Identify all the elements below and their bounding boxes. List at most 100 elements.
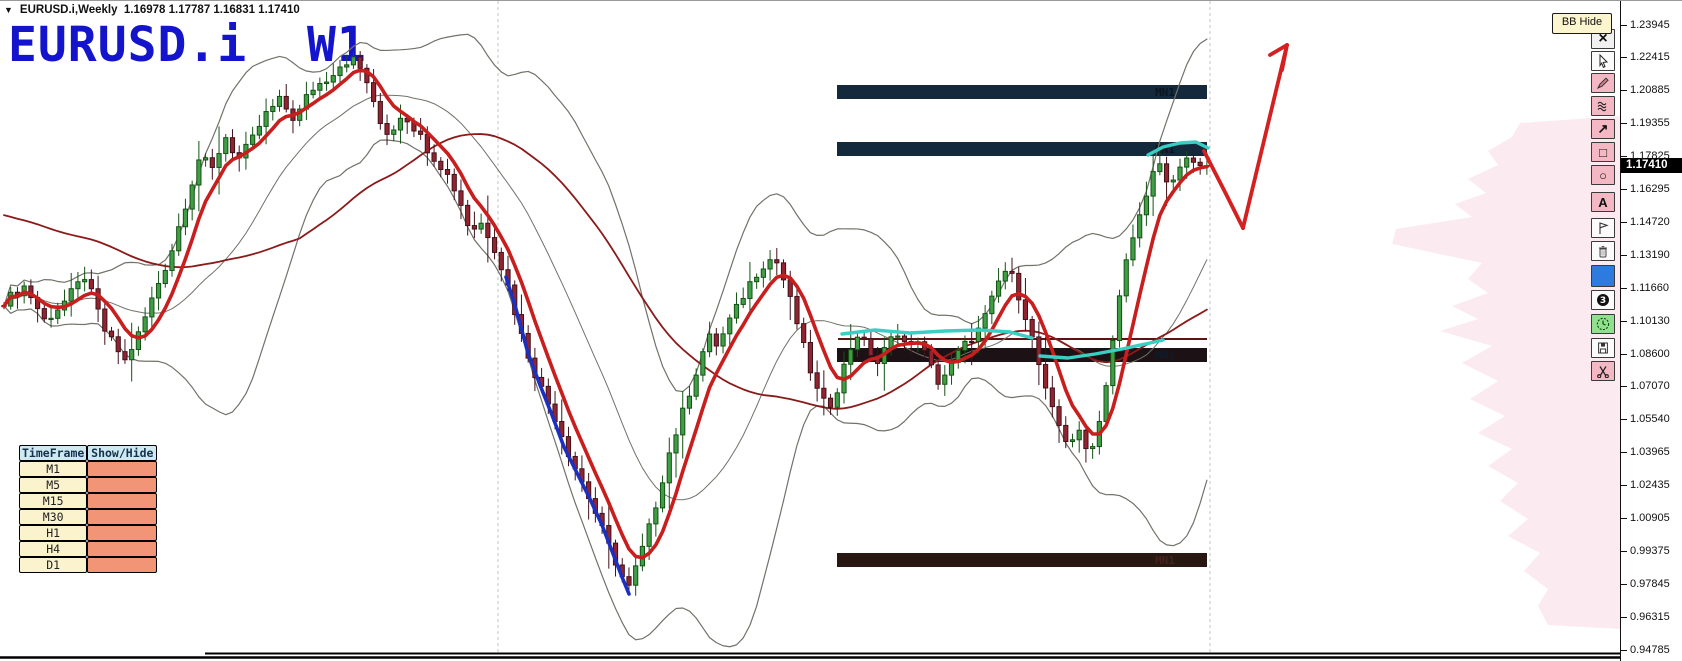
showhide-button-m1[interactable] — [87, 461, 158, 477]
color-swatch-icon[interactable] — [1591, 265, 1615, 287]
svg-text:3: 3 — [1600, 296, 1606, 306]
rectangle-icon[interactable]: □ — [1591, 142, 1615, 162]
axis-tick-mark — [1621, 287, 1627, 289]
showhide-button-d1[interactable] — [87, 557, 158, 573]
level-bar-label: MN1 — [1155, 349, 1175, 362]
axis-tick-label: 1.10130 — [1630, 314, 1670, 327]
showhide-button-m30[interactable] — [87, 509, 158, 525]
axis-tick-mark — [1621, 583, 1627, 585]
axis-tick-label: 1.22415 — [1630, 51, 1670, 64]
axis-tick-mark — [1621, 550, 1627, 552]
timeframe-label-h1: H1 — [19, 525, 88, 541]
axis-tick-mark — [1621, 123, 1627, 125]
axis-tick-mark — [1621, 649, 1627, 651]
cursor-icon[interactable] — [1591, 51, 1615, 71]
axis-tick-label: 0.94785 — [1630, 643, 1670, 656]
table-row: D1 — [19, 557, 158, 573]
axis-tick-mark — [1621, 616, 1627, 618]
timeframe-label-m15: M15 — [19, 493, 88, 509]
trash-icon[interactable] — [1591, 241, 1615, 261]
axis-tick-mark — [1621, 419, 1627, 421]
axis-tick-label: 1.00905 — [1630, 512, 1670, 524]
axis-tick-mark — [1621, 24, 1627, 26]
red-arrow-annotation[interactable] — [1202, 149, 1245, 230]
axis-tick-mark — [1621, 320, 1627, 322]
crayon-icon[interactable] — [1591, 73, 1615, 93]
axis-tick-mark — [1621, 386, 1627, 388]
text-icon[interactable]: A — [1591, 192, 1615, 212]
current-price-tag: 1.17410 — [1621, 158, 1682, 174]
red-arrow-annotation[interactable] — [1280, 43, 1289, 72]
scissors-icon[interactable] — [1591, 361, 1615, 381]
waves-icon[interactable] — [1591, 96, 1615, 116]
red-arrow-annotation[interactable] — [1241, 43, 1289, 230]
pink-profile — [1392, 116, 1621, 629]
cyan-ma-segment — [1038, 338, 1165, 360]
timeframe-label-m1: M1 — [19, 461, 88, 477]
axis-tick-mark — [1621, 221, 1627, 223]
level-bar[interactable] — [837, 553, 1207, 567]
step-three-icon[interactable]: 3 — [1591, 290, 1615, 310]
slow-ma-line — [3, 133, 1208, 410]
axis-tick-label: 1.19355 — [1630, 117, 1670, 130]
axis-tick-label: 1.23945 — [1630, 18, 1670, 31]
fast-ma-line — [2, 68, 1209, 560]
panel-header-row: TimeFrame Show/Hide — [19, 445, 158, 461]
timeframe-panel: TimeFrame Show/Hide M1 M5 M15 M30 H1 H4 … — [19, 445, 158, 573]
axis-tick-label: 1.16295 — [1630, 183, 1670, 195]
panel-header-timeframe: TimeFrame — [19, 445, 88, 461]
showhide-button-h4[interactable] — [87, 541, 158, 557]
axis-tick-label: 1.08600 — [1630, 347, 1670, 360]
axis-tick-mark — [1621, 189, 1627, 190]
red-arrow-annotation[interactable] — [1268, 43, 1289, 57]
level-bar-label: MN1 — [1155, 86, 1175, 99]
axis-tick-label: 1.14720 — [1630, 215, 1670, 228]
axis-tick-label: 1.20885 — [1630, 84, 1670, 97]
axis-tick-mark — [1621, 353, 1627, 355]
bollinger-lower — [3, 139, 1208, 648]
axis-tick-label: 0.96315 — [1630, 610, 1670, 623]
axis-tick-label: 0.99375 — [1630, 544, 1670, 557]
axis-tick-label: 1.13190 — [1630, 248, 1670, 261]
trend-arrow-icon[interactable]: ↗ — [1591, 119, 1615, 139]
price-axis[interactable]: 1.17410 1.23945 1.22415 1.20885 1.19355 1.17… — [1620, 1, 1682, 661]
table-row: M5 — [19, 477, 158, 493]
ellipse-icon[interactable]: ○ — [1591, 165, 1615, 185]
axis-tick-label: 1.17825 — [1630, 150, 1670, 163]
axis-tick-mark — [1621, 518, 1627, 519]
axis-tick-mark — [1621, 57, 1627, 59]
axis-tick-label: 1.05540 — [1630, 413, 1670, 426]
bb-hide-button[interactable]: BB Hide — [1552, 13, 1612, 34]
axis-tick-mark — [1621, 254, 1627, 256]
cursor-flag-icon[interactable] — [1591, 218, 1615, 238]
level-bar[interactable] — [837, 142, 1207, 156]
save-icon[interactable] — [1591, 338, 1615, 358]
chart-title-bar: ▼ EURUSD.i,Weekly 1.16978 1.17787 1.1683… — [4, 4, 300, 16]
timeframe-label-d1: D1 — [19, 557, 88, 573]
timeframe-label-m30: M30 — [19, 509, 88, 525]
axis-tick-label: 0.97845 — [1630, 577, 1670, 590]
symbol-title: EURUSD.i,Weekly 1.16978 1.17787 1.16831 … — [19, 4, 300, 16]
axis-tick-mark — [1621, 452, 1627, 454]
showhide-button-m5[interactable] — [87, 477, 158, 493]
blue-trend-segment — [504, 275, 631, 596]
panel-header-showhide: Show/Hide — [87, 445, 158, 461]
chevron-down-icon[interactable]: ▼ — [4, 5, 13, 15]
showhide-button-h1[interactable] — [87, 525, 158, 541]
table-row: H1 — [19, 525, 158, 541]
cyan-ma-segment — [1146, 140, 1210, 157]
table-row: M1 — [19, 461, 158, 477]
showhide-button-m15[interactable] — [87, 493, 158, 509]
timeframe-label-m5: M5 — [19, 477, 88, 493]
level-bar[interactable] — [837, 85, 1207, 99]
axis-tick-mark — [1621, 90, 1627, 92]
axis-tick-label: 1.11660 — [1630, 281, 1669, 294]
axis-tick-mark — [1621, 485, 1627, 487]
bollinger-middle — [3, 94, 1208, 501]
clock-icon[interactable] — [1591, 314, 1615, 334]
axis-tick-label: 1.03965 — [1630, 446, 1670, 459]
table-row: M15 — [19, 493, 158, 509]
timeframe-label-h4: H4 — [19, 541, 88, 557]
